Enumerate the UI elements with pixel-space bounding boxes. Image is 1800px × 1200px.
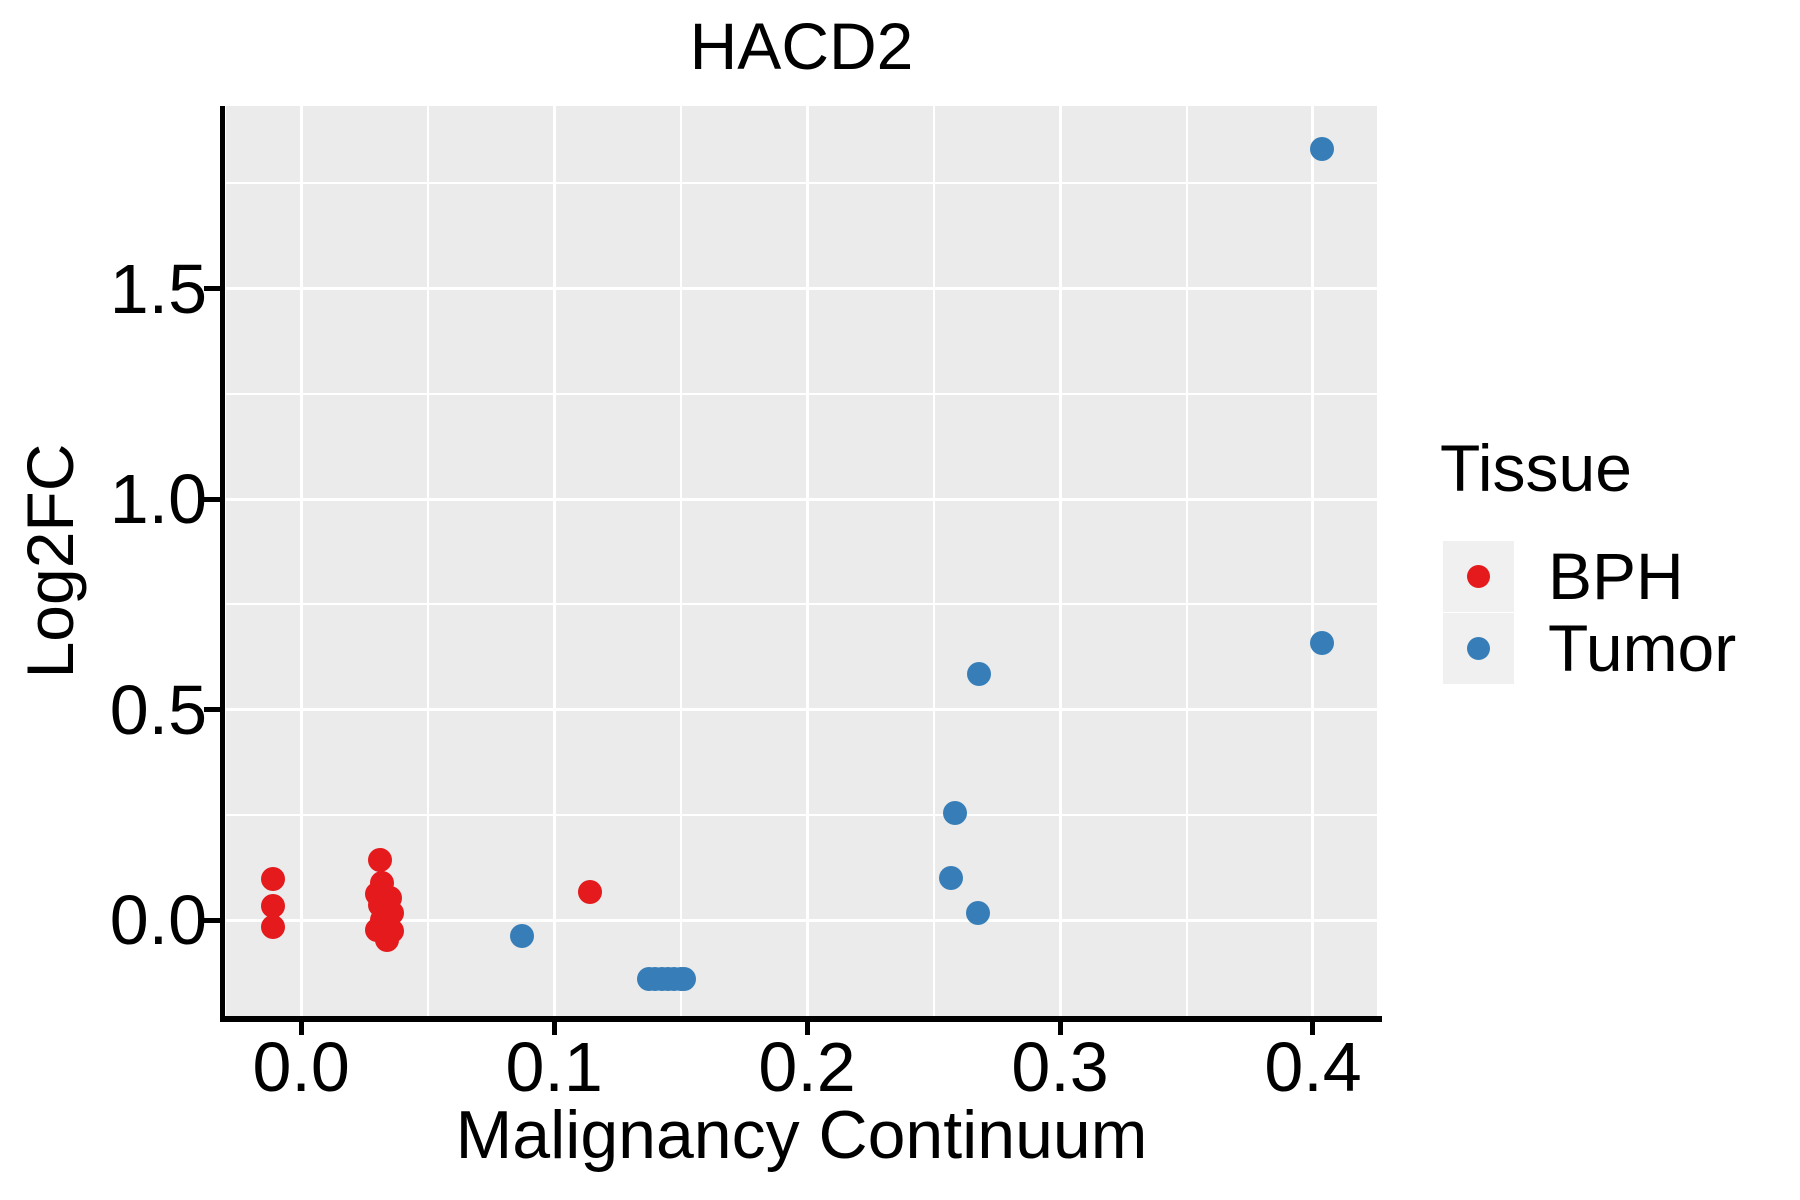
- minor-gridline-y: [226, 603, 1377, 606]
- major-gridline-y: [226, 287, 1377, 291]
- data-point-bph: [261, 915, 286, 940]
- data-point-tumor: [966, 900, 991, 925]
- x-tick-mark: [1057, 1022, 1063, 1035]
- data-point-tumor: [1310, 137, 1335, 162]
- major-gridline-y: [226, 497, 1377, 501]
- data-point-tumor: [672, 967, 697, 992]
- data-point-tumor: [967, 662, 992, 687]
- major-gridline-y: [226, 918, 1377, 922]
- x-tick-mark: [551, 1022, 557, 1035]
- x-tick-label: 0.3: [1011, 1028, 1109, 1106]
- data-point-bph: [375, 928, 400, 953]
- major-gridline-x: [552, 106, 556, 1016]
- y-tick-label: 1.5: [109, 249, 207, 328]
- data-point-tumor: [510, 924, 535, 949]
- data-point-bph: [577, 880, 602, 905]
- data-point-bph: [367, 847, 392, 872]
- x-axis-line: [220, 1016, 1382, 1022]
- legend-bph-dot-icon: [1467, 565, 1490, 588]
- legend-label: BPH: [1548, 539, 1684, 613]
- minor-gridline-x: [1185, 106, 1188, 1016]
- minor-gridline-y: [226, 182, 1377, 185]
- major-gridline-x: [299, 106, 303, 1016]
- minor-gridline-x: [426, 106, 429, 1016]
- plot-panel: [226, 106, 1377, 1016]
- y-tick-label: 0.5: [109, 670, 207, 749]
- y-tick-label: 1.0: [109, 460, 207, 539]
- minor-gridline-x: [679, 106, 682, 1016]
- y-tick-mark: [204, 707, 220, 713]
- minor-gridline-y: [226, 392, 1377, 395]
- data-point-tumor: [1310, 631, 1335, 656]
- minor-gridline-y: [226, 813, 1377, 816]
- x-tick-mark: [804, 1022, 810, 1035]
- x-tick-label: 0.0: [252, 1028, 350, 1106]
- major-gridline-y: [226, 708, 1377, 712]
- data-point-bph: [261, 867, 286, 892]
- x-axis-title: Malignancy Continuum: [455, 1097, 1148, 1173]
- x-tick-label: 0.1: [505, 1028, 603, 1106]
- x-tick-mark: [298, 1022, 304, 1035]
- data-point-bph: [261, 894, 286, 919]
- major-gridline-x: [1058, 106, 1062, 1016]
- legend-label: Tumor: [1548, 611, 1737, 685]
- x-tick-mark: [1310, 1022, 1316, 1035]
- x-tick-label: 0.2: [758, 1028, 856, 1106]
- y-tick-mark: [204, 286, 220, 292]
- legend-title: Tissue: [1440, 431, 1632, 505]
- major-gridline-x: [1311, 106, 1315, 1016]
- data-point-tumor: [943, 801, 968, 826]
- major-gridline-x: [805, 106, 809, 1016]
- y-axis-line: [220, 106, 225, 1022]
- y-tick-label: 0.0: [109, 881, 207, 960]
- y-tick-mark: [204, 496, 220, 502]
- y-tick-mark: [204, 917, 220, 923]
- legend-tumor-dot-icon: [1467, 637, 1490, 660]
- data-point-tumor: [939, 865, 964, 890]
- minor-gridline-x: [932, 106, 935, 1016]
- chart-title: HACD2: [689, 9, 914, 83]
- x-tick-label: 0.4: [1264, 1028, 1362, 1106]
